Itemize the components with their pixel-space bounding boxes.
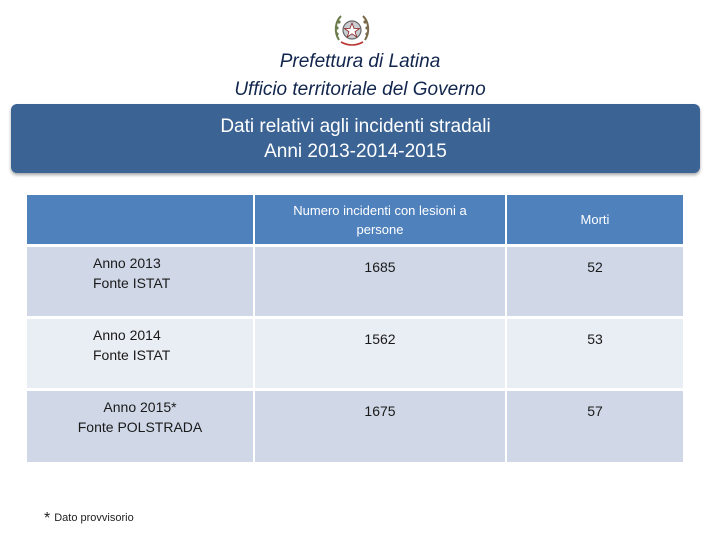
accidents-table: Numero incidenti con lesioni a persone M… <box>27 195 683 462</box>
deaths-value: 52 <box>505 244 683 318</box>
banner-subtitle: Anni 2013-2014-2015 <box>264 141 447 162</box>
header-deaths: Morti <box>505 195 683 246</box>
row-source: Fonte ISTAT <box>93 347 171 363</box>
row-label: Anno 2015* Fonte POLSTRADA <box>27 388 254 462</box>
footnote-text: Dato provvisorio <box>54 512 134 524</box>
incidents-value: 1675 <box>253 388 506 462</box>
prefecture-title: Prefettura di Latina <box>279 51 441 72</box>
title-banner: Dati relativi agli incidenti stradali An… <box>11 104 700 173</box>
italian-republic-emblem-icon <box>334 15 370 46</box>
row-label: Anno 2014 Fonte ISTAT <box>27 316 254 390</box>
row-year: Anno 2013 <box>93 255 161 271</box>
row-source: Fonte POLSTRADA <box>77 419 203 435</box>
table-row: Anno 2013 Fonte ISTAT 1685 52 <box>27 244 683 318</box>
footnote-asterisk: * <box>44 510 51 527</box>
row-year: Anno 2014 <box>93 327 161 343</box>
incidents-value: 1562 <box>253 316 506 390</box>
deaths-value: 53 <box>505 316 683 390</box>
row-year: Anno 2015* <box>103 399 177 415</box>
row-label: Anno 2013 Fonte ISTAT <box>27 244 254 318</box>
table-row: Anno 2014 Fonte ISTAT 1562 53 <box>27 316 683 390</box>
row-source: Fonte ISTAT <box>93 275 171 291</box>
footnote: * Dato provvisorio <box>44 510 134 528</box>
header-incidents-label: Numero incidenti con lesioni a persone <box>293 202 467 237</box>
table-header-row: Numero incidenti con lesioni a persone M… <box>27 195 683 246</box>
header-incidents: Numero incidenti con lesioni a persone <box>253 195 506 246</box>
banner-title: Dati relativi agli incidenti stradali <box>220 116 491 137</box>
deaths-value: 57 <box>505 388 683 462</box>
header-empty-cell <box>27 195 254 246</box>
table-row: Anno 2015* Fonte POLSTRADA 1675 57 <box>27 388 683 462</box>
office-subtitle: Ufficio territoriale del Governo <box>234 79 486 100</box>
incidents-value: 1685 <box>253 244 506 318</box>
